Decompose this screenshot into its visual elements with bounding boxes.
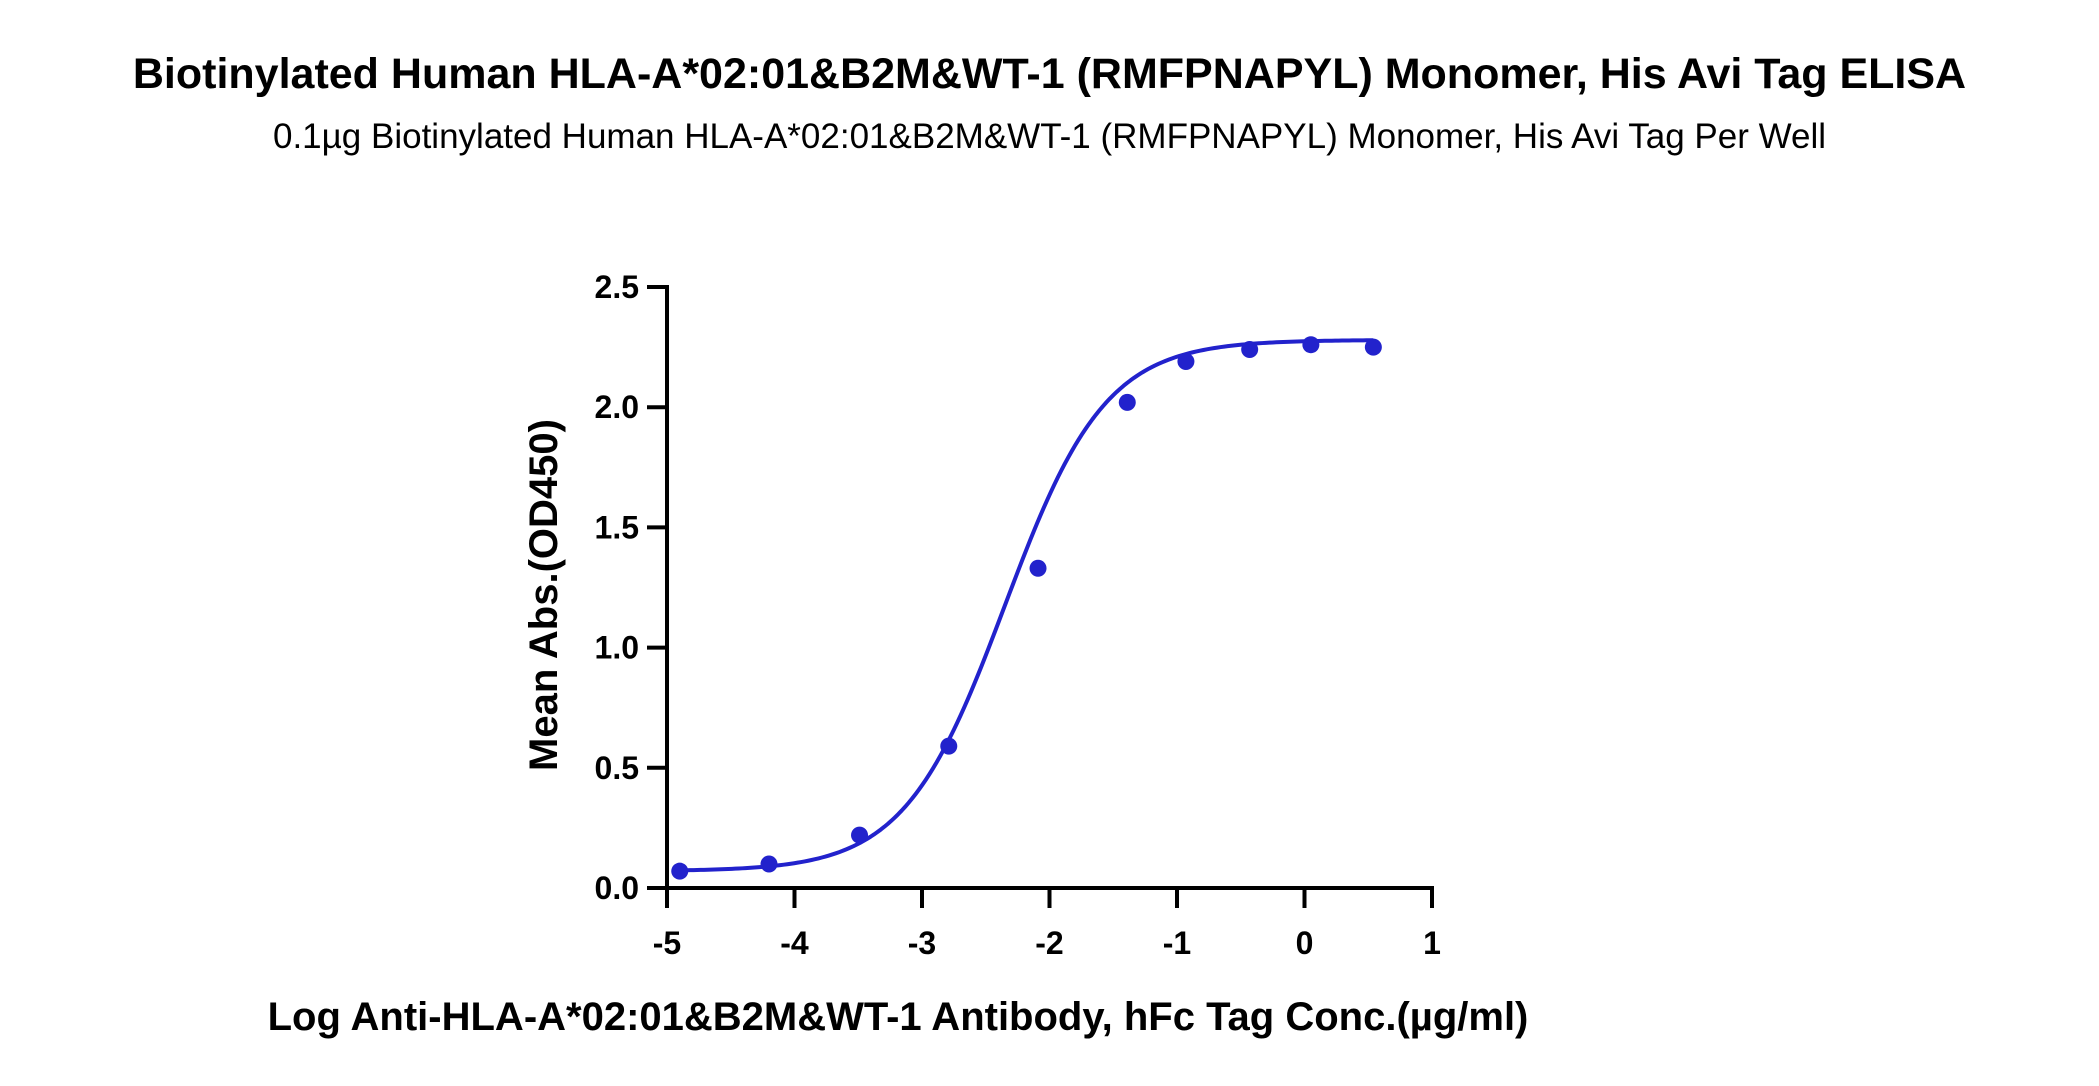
fit-curve-layer bbox=[679, 338, 1374, 873]
y-tick-label: 2.5 bbox=[595, 269, 639, 305]
x-tick-label: -5 bbox=[653, 925, 681, 961]
data-point bbox=[1177, 353, 1195, 371]
data-point bbox=[1241, 341, 1259, 359]
chart-title: Biotinylated Human HLA-A*02:01&B2M&WT-1 … bbox=[132, 50, 1967, 98]
x-tick-label: 1 bbox=[1423, 925, 1441, 961]
x-axis-label: Log Anti-HLA-A*02:01&B2M&WT-1 Antibody, … bbox=[268, 995, 1529, 1039]
data-point bbox=[1302, 336, 1320, 354]
data-point bbox=[940, 737, 958, 755]
data-point bbox=[760, 855, 778, 873]
x-tick-label: -4 bbox=[780, 925, 809, 961]
x-tick-label: -3 bbox=[908, 925, 936, 961]
data-point bbox=[851, 826, 869, 844]
data-point bbox=[1364, 338, 1382, 356]
data-points-layer bbox=[671, 336, 1382, 880]
y-axis-label: Mean Abs.(OD450) bbox=[522, 419, 566, 771]
fit-curve bbox=[679, 338, 1374, 873]
x-tick-label: 0 bbox=[1296, 925, 1314, 961]
y-tick-label: 1.5 bbox=[595, 509, 639, 545]
x-tick-label: -2 bbox=[1035, 925, 1063, 961]
y-tick-label: 1.0 bbox=[595, 630, 639, 666]
y-tick-label: 0.5 bbox=[595, 750, 639, 786]
chart-axes: 0.0 0.5 1.0 1.5 2.0 2.5 -5 -4 -3 -2 -1 0 1 bbox=[595, 269, 1441, 961]
data-point bbox=[1118, 393, 1136, 411]
data-point bbox=[671, 862, 689, 880]
x-tick-label: -1 bbox=[1163, 925, 1191, 961]
data-point bbox=[1029, 559, 1047, 577]
y-tick-label: 2.0 bbox=[595, 389, 639, 425]
chart-subtitle: 0.1µg Biotinylated Human HLA-A*02:01&B2M… bbox=[272, 117, 1826, 156]
y-tick-label: 0.0 bbox=[595, 870, 639, 906]
